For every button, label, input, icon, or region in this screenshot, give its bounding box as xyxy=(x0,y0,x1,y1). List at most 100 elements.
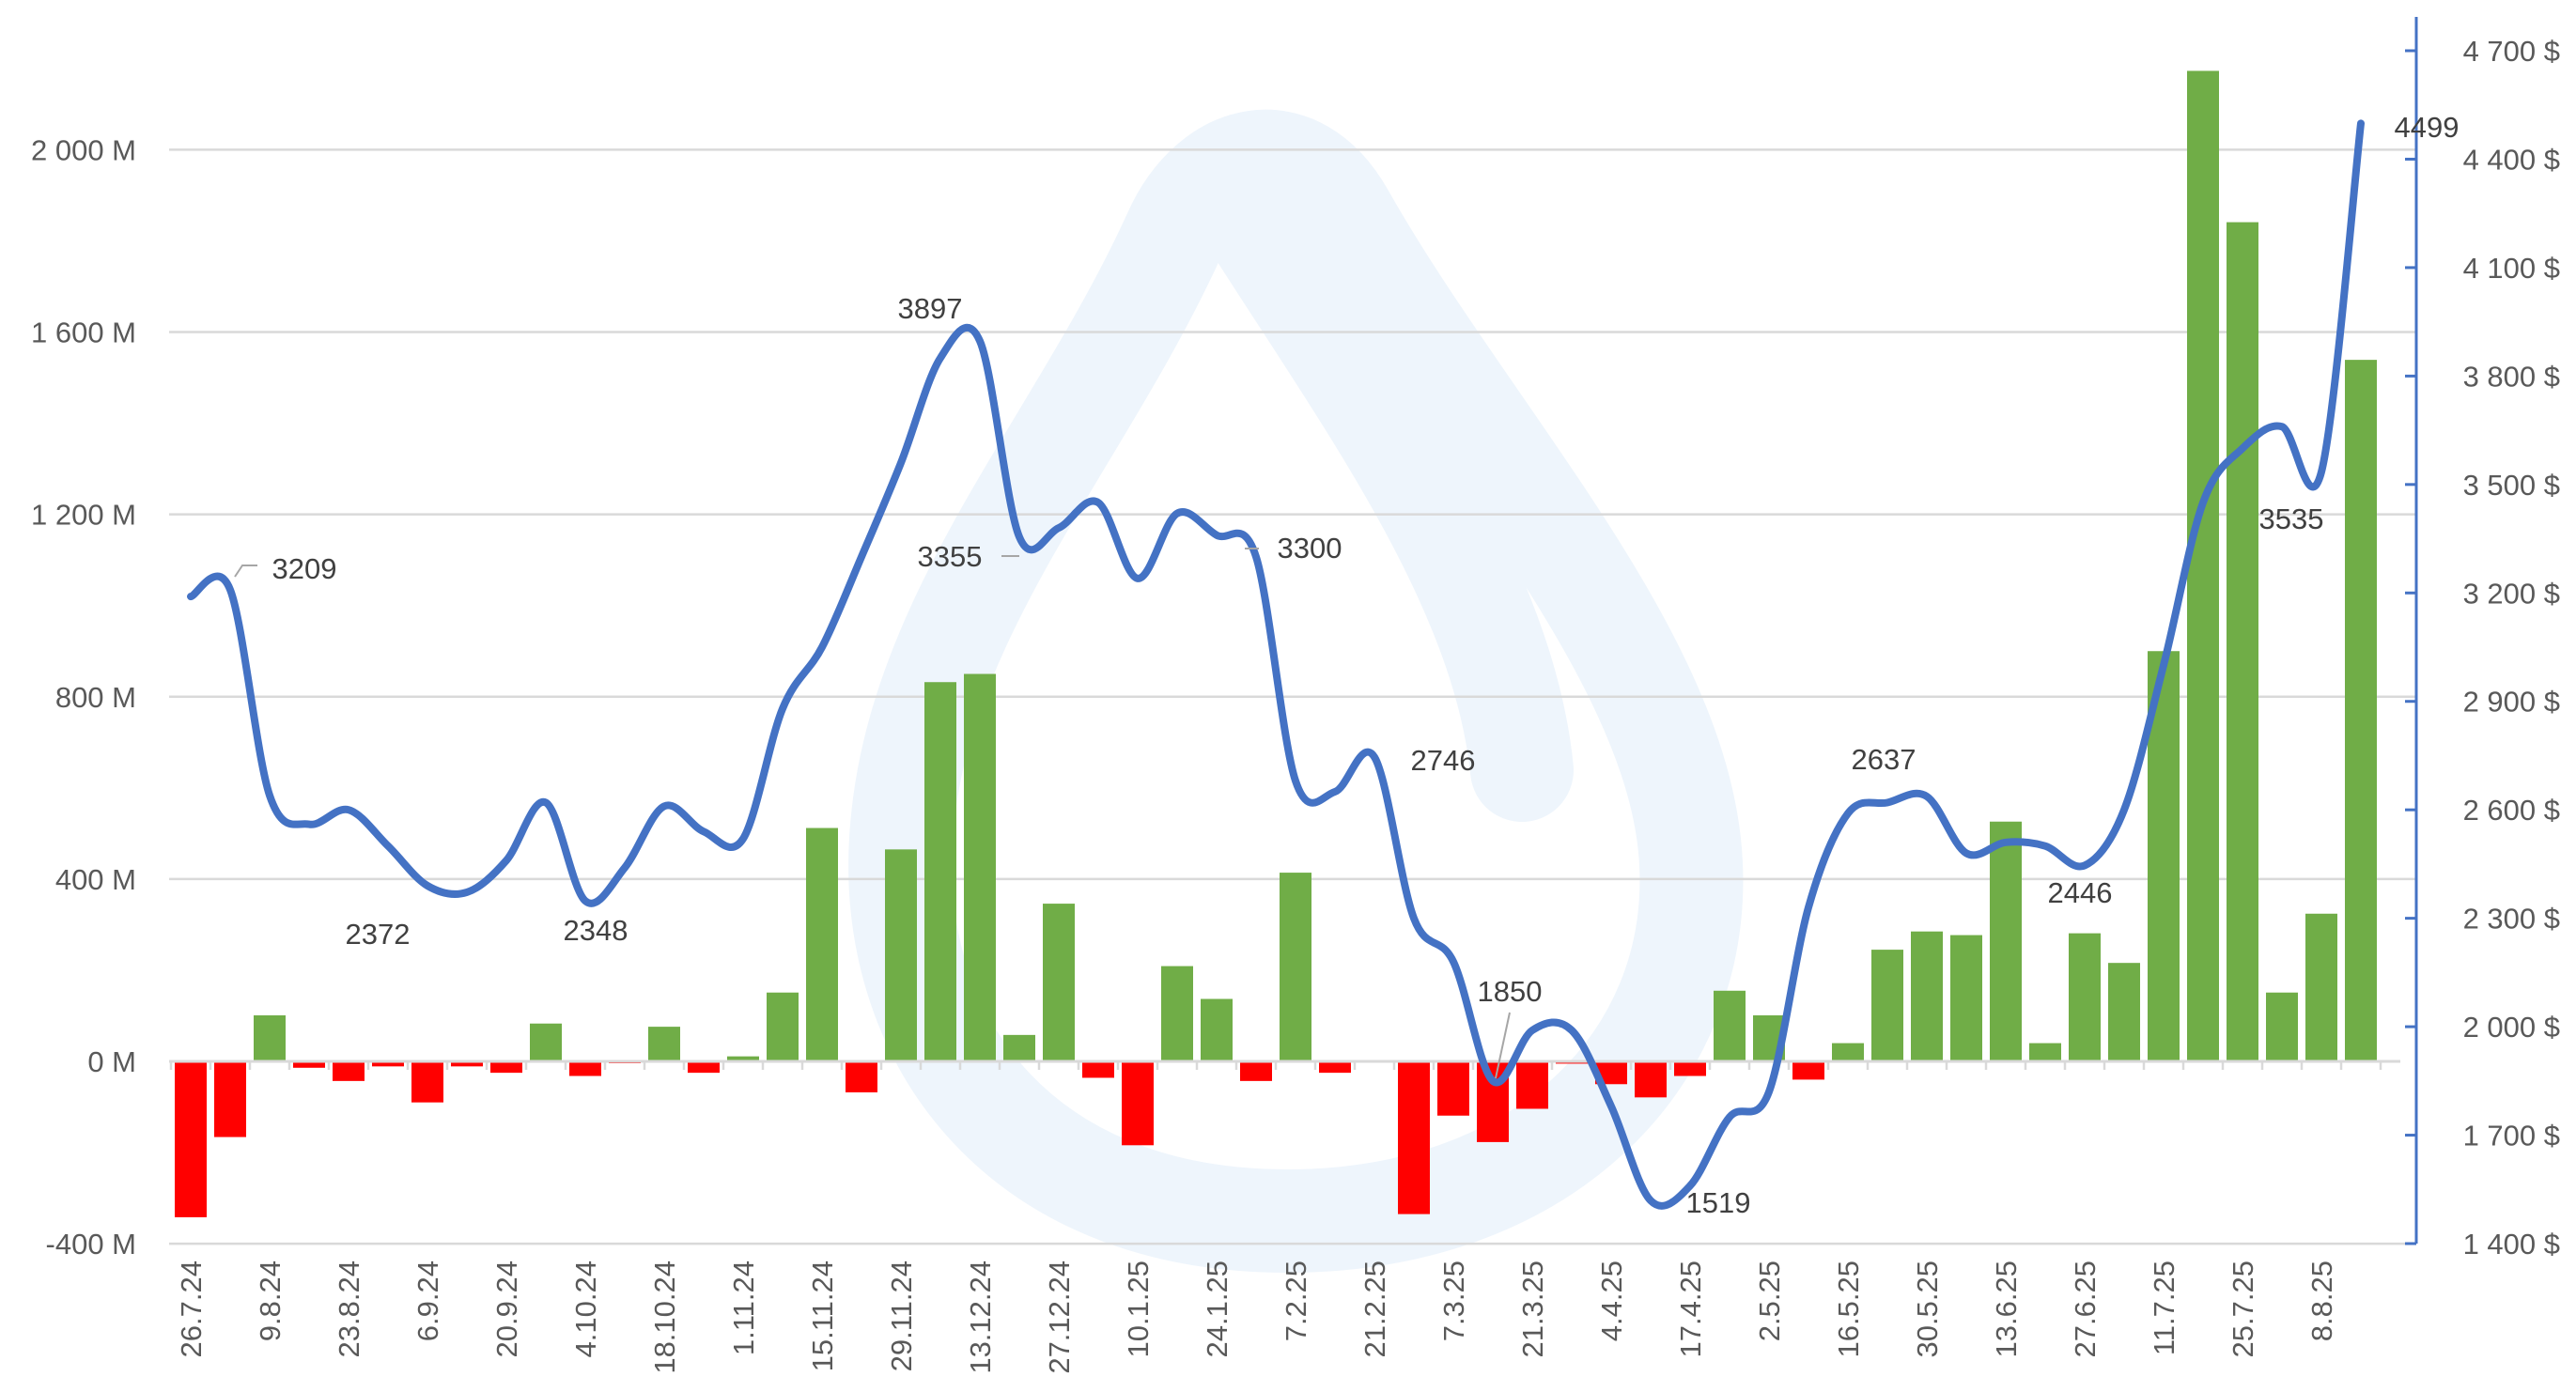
bar xyxy=(1280,873,1311,1061)
x-axis-tick-label: 21.2.25 xyxy=(1358,1261,1391,1357)
left-axis-tick-label: 800 M xyxy=(55,681,136,714)
bar xyxy=(175,1061,207,1217)
data-label: 3897 xyxy=(898,292,963,325)
x-axis-tick-label: 8.8.25 xyxy=(2305,1261,2338,1341)
bar xyxy=(1674,1061,1706,1076)
bar xyxy=(2227,222,2258,1062)
x-axis-tick-label: 30.5.25 xyxy=(1911,1261,1944,1357)
bar xyxy=(964,673,996,1061)
bar xyxy=(1398,1061,1430,1214)
x-axis-tick-label: 26.7.24 xyxy=(175,1261,208,1357)
bar xyxy=(1950,935,1982,1061)
bar xyxy=(451,1061,483,1067)
bar xyxy=(2305,913,2337,1061)
bar xyxy=(333,1061,365,1081)
x-axis-tick-label: 10.1.25 xyxy=(1122,1261,1155,1357)
x-axis-tick-label: 4.4.25 xyxy=(1595,1261,1628,1341)
x-axis-tick-label: 13.6.25 xyxy=(1990,1261,2023,1357)
data-label: 2372 xyxy=(346,918,411,951)
bar xyxy=(2069,933,2101,1061)
bar xyxy=(1832,1043,1864,1061)
bar xyxy=(411,1061,443,1103)
data-label: 3300 xyxy=(1278,532,1342,565)
bar xyxy=(2108,963,2140,1061)
x-axis-tick-label: 4.10.24 xyxy=(569,1261,602,1357)
bar xyxy=(1516,1061,1548,1109)
x-axis-tick-label: 15.11.24 xyxy=(806,1261,839,1371)
x-axis-tick-label: 6.9.24 xyxy=(411,1261,444,1341)
bar xyxy=(1437,1061,1469,1116)
bar xyxy=(846,1061,877,1093)
price-line xyxy=(187,119,2365,1210)
bar xyxy=(1082,1061,1114,1078)
bar xyxy=(1990,821,2022,1061)
bar xyxy=(688,1061,720,1074)
right-axis-tick-label: 2 900 $ xyxy=(2463,686,2560,719)
data-label: 1850 xyxy=(1478,975,1543,1008)
x-axis-tick-label: 11.7.25 xyxy=(2148,1261,2180,1355)
bar xyxy=(1792,1061,1824,1080)
x-axis-tick-label: 9.8.24 xyxy=(254,1261,287,1341)
data-label: 3535 xyxy=(2259,503,2324,535)
left-axis-tick-label: 400 M xyxy=(55,863,136,896)
bar xyxy=(2029,1043,2061,1061)
bar xyxy=(767,992,799,1061)
bar xyxy=(214,1061,246,1137)
data-label: 2446 xyxy=(2048,876,2113,909)
bar xyxy=(1003,1034,1035,1061)
bar xyxy=(372,1061,404,1067)
x-axis-tick-label: 18.10.24 xyxy=(648,1261,681,1374)
bar xyxy=(254,1014,286,1061)
bar xyxy=(530,1023,562,1061)
right-axis-tick-label: 3 800 $ xyxy=(2463,360,2560,393)
right-axis-tick-label: 2 000 $ xyxy=(2463,1011,2560,1044)
bar xyxy=(1201,998,1233,1061)
right-axis-tick-label: 2 600 $ xyxy=(2463,794,2560,827)
bar xyxy=(806,827,838,1061)
right-axis-tick-label: 1 700 $ xyxy=(2463,1120,2560,1152)
x-axis-tick-label: 29.11.24 xyxy=(885,1261,918,1371)
right-axis-tick-label: 2 300 $ xyxy=(2463,903,2560,936)
bar xyxy=(1714,990,1746,1061)
data-label: 2348 xyxy=(564,914,628,947)
right-axis-tick-label: 4 700 $ xyxy=(2463,35,2560,68)
right-axis-tick-label: 4 100 $ xyxy=(2463,252,2560,285)
bar xyxy=(1635,1061,1667,1098)
bar xyxy=(293,1061,325,1068)
bar xyxy=(1911,931,1943,1061)
x-axis-tick-label: 7.2.25 xyxy=(1280,1261,1312,1341)
bar xyxy=(648,1027,680,1061)
bar xyxy=(1122,1061,1154,1146)
bar xyxy=(1161,966,1193,1061)
right-axis-tick-label: 1 400 $ xyxy=(2463,1228,2560,1261)
x-axis-tick-label: 27.12.24 xyxy=(1043,1261,1076,1374)
bar xyxy=(2266,992,2298,1061)
bar xyxy=(1319,1061,1351,1074)
left-axis-tick-label: -400 M xyxy=(46,1228,136,1261)
right-axis-tick-label: 3 200 $ xyxy=(2463,577,2560,610)
data-label: 2637 xyxy=(1852,743,1916,776)
data-label: 3209 xyxy=(272,552,337,585)
left-axis-tick-label: 2 000 M xyxy=(31,133,136,166)
bar xyxy=(1043,904,1075,1061)
x-axis-tick-label: 2.5.25 xyxy=(1753,1261,1786,1341)
right-axis-tick-label: 4 400 $ xyxy=(2463,143,2560,176)
data-label: 2746 xyxy=(1411,744,1476,777)
x-axis-tick-label: 20.9.24 xyxy=(490,1261,523,1357)
x-axis-tick-label: 27.6.25 xyxy=(2069,1261,2102,1357)
x-axis-tick-label: 1.11.24 xyxy=(727,1261,760,1355)
bar xyxy=(885,849,917,1061)
x-axis-tick-label: 21.3.25 xyxy=(1516,1261,1549,1357)
left-axis-tick-label: 0 M xyxy=(87,1045,136,1078)
bar xyxy=(490,1061,522,1074)
leader-line xyxy=(1495,1012,1511,1079)
bar xyxy=(2345,360,2377,1061)
left-axis-tick-label: 1 200 M xyxy=(31,499,136,532)
x-axis-tick-label: 16.5.25 xyxy=(1832,1261,1865,1357)
bar xyxy=(1240,1061,1272,1081)
bar xyxy=(2187,70,2219,1061)
bar xyxy=(569,1061,601,1076)
x-axis-tick-label: 23.8.24 xyxy=(333,1261,365,1357)
data-label: 3355 xyxy=(918,540,983,573)
